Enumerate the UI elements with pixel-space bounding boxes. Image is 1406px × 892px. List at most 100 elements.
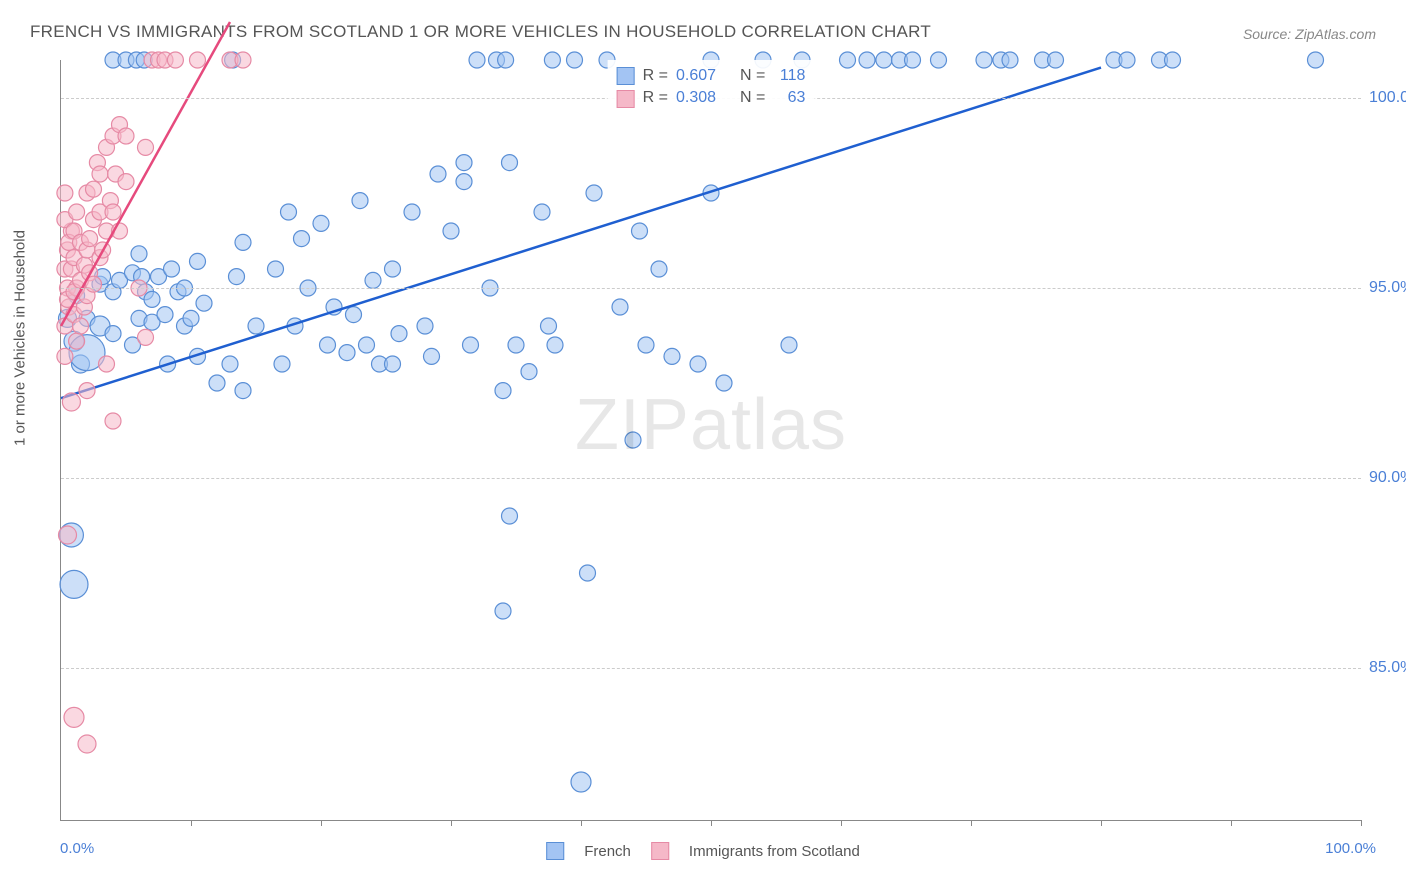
data-point: [64, 707, 84, 727]
data-point: [138, 139, 154, 155]
x-tick: [1101, 820, 1102, 826]
x-tick: [191, 820, 192, 826]
plot-area: R =0.607N =118R =0.308N =63 ZIPatlas 85.…: [60, 60, 1361, 821]
data-point: [78, 735, 96, 753]
data-point: [79, 383, 95, 399]
data-point: [508, 337, 524, 353]
data-point: [404, 204, 420, 220]
y-tick-label: 90.0%: [1369, 469, 1406, 487]
data-point: [60, 570, 88, 598]
data-point: [625, 432, 641, 448]
y-tick-label: 85.0%: [1369, 659, 1406, 677]
data-point: [313, 215, 329, 231]
x-tick: [711, 820, 712, 826]
data-point: [840, 52, 856, 68]
data-point: [544, 52, 560, 68]
x-tick: [451, 820, 452, 826]
data-point: [190, 253, 206, 269]
data-point: [1119, 52, 1135, 68]
data-point: [541, 318, 557, 334]
data-point: [235, 52, 251, 68]
data-point: [547, 337, 563, 353]
data-point: [138, 329, 154, 345]
data-point: [690, 356, 706, 372]
data-point: [346, 307, 362, 323]
data-point: [99, 356, 115, 372]
data-point: [632, 223, 648, 239]
data-point: [274, 356, 290, 372]
r-value: 0.607: [676, 65, 716, 87]
data-point: [209, 375, 225, 391]
x-axis-end: 100.0%: [1325, 840, 1376, 857]
data-point: [183, 310, 199, 326]
data-point: [1165, 52, 1181, 68]
data-point: [430, 166, 446, 182]
data-point: [664, 348, 680, 364]
data-point: [222, 356, 238, 372]
legend-label: French: [584, 843, 631, 860]
legend-row: R =0.308N =63: [617, 87, 806, 109]
data-point: [905, 52, 921, 68]
x-tick: [971, 820, 972, 826]
x-tick: [841, 820, 842, 826]
trend-line: [61, 68, 1101, 399]
chart-title: FRENCH VS IMMIGRANTS FROM SCOTLAND 1 OR …: [30, 22, 931, 42]
x-tick: [321, 820, 322, 826]
data-point: [105, 204, 121, 220]
data-point: [463, 337, 479, 353]
data-point: [456, 174, 472, 190]
data-point: [105, 326, 121, 342]
legend-swatch: [617, 67, 635, 85]
data-point: [931, 52, 947, 68]
data-point: [157, 307, 173, 323]
data-point: [1048, 52, 1064, 68]
data-point: [294, 231, 310, 247]
data-point: [424, 348, 440, 364]
n-value: 63: [773, 87, 805, 109]
y-axis-label: 1 or more Vehicles in Household: [12, 230, 29, 446]
data-point: [73, 318, 89, 334]
x-axis-start: 0.0%: [60, 840, 94, 857]
r-label: R =: [643, 65, 668, 87]
data-point: [57, 348, 73, 364]
data-point: [268, 261, 284, 277]
data-point: [92, 166, 108, 182]
data-point: [164, 261, 180, 277]
y-tick-label: 100.0%: [1369, 89, 1406, 107]
data-point: [248, 318, 264, 334]
data-point: [62, 393, 80, 411]
n-label: N =: [740, 87, 765, 109]
data-point: [385, 261, 401, 277]
data-point: [235, 234, 251, 250]
data-point: [443, 223, 459, 239]
data-point: [586, 185, 602, 201]
data-point: [320, 337, 336, 353]
data-point: [876, 52, 892, 68]
legend-row: R =0.607N =118: [617, 65, 806, 87]
r-label: R =: [643, 87, 668, 109]
data-point: [498, 52, 514, 68]
data-point: [1308, 52, 1324, 68]
data-point: [229, 269, 245, 285]
data-point: [502, 508, 518, 524]
legend-label: Immigrants from Scotland: [689, 843, 860, 860]
data-point: [69, 204, 85, 220]
data-point: [359, 337, 375, 353]
data-point: [190, 52, 206, 68]
legend-swatch: [617, 90, 635, 108]
data-point: [365, 272, 381, 288]
data-point: [82, 231, 98, 247]
data-point: [567, 52, 583, 68]
scatter-svg: [61, 60, 1361, 820]
data-point: [281, 204, 297, 220]
correlation-legend: R =0.607N =118R =0.308N =63: [608, 60, 815, 115]
legend-swatch: [546, 842, 564, 860]
gridline: [61, 478, 1361, 479]
gridline: [61, 288, 1361, 289]
data-point: [781, 337, 797, 353]
data-point: [131, 246, 147, 262]
data-point: [1002, 52, 1018, 68]
data-point: [976, 52, 992, 68]
data-point: [469, 52, 485, 68]
data-point: [339, 345, 355, 361]
